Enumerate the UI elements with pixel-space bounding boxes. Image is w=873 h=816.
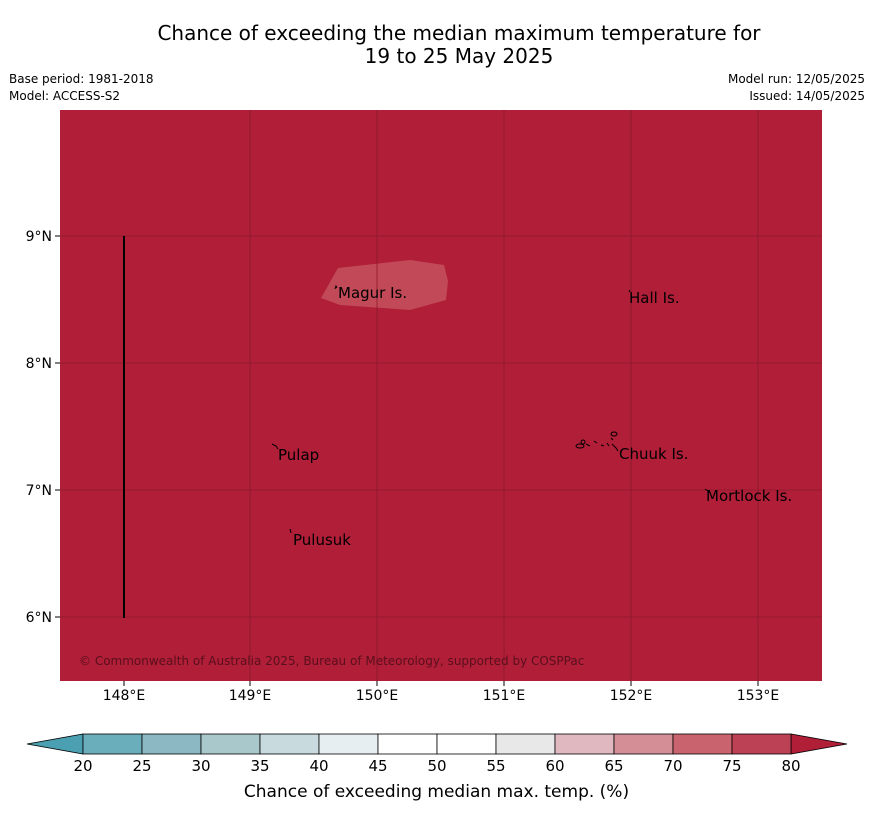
chuuk-lagoon-icon <box>575 431 619 452</box>
lon-label-153: 153°E <box>737 688 780 704</box>
colorbar-tick-label: 30 <box>191 757 210 775</box>
colorbar-segment <box>554 733 615 755</box>
colorbar-tick-label: 55 <box>486 757 505 775</box>
meta-right: Model run: 12/05/2025 Issued: 14/05/2025 <box>728 71 865 105</box>
colorbar-segment <box>731 733 792 755</box>
place-label-magur: Magur Is. <box>338 284 407 302</box>
map-background <box>60 110 822 681</box>
island-outlines <box>271 284 710 534</box>
colorbar-segment <box>82 733 143 755</box>
colorbar-segment <box>495 733 556 755</box>
meta-left: Base period: 1981-2018 Model: ACCESS-S2 <box>9 71 154 105</box>
copyright-text: © Commonwealth of Australia 2025, Bureau… <box>79 654 584 668</box>
place-label-hall: Hall Is. <box>629 289 680 307</box>
magur-island-icon <box>334 284 338 290</box>
place-label-pulap: Pulap <box>278 446 319 464</box>
colorbar-segment <box>377 733 438 755</box>
base-period-text: Base period: 1981-2018 <box>9 72 154 86</box>
colorbar-low-extension <box>26 733 84 755</box>
lon-tick-labels: 148°E 149°E 150°E 151°E 152°E 153°E <box>103 688 780 704</box>
colorbar-tick-label: 25 <box>132 757 151 775</box>
colorbar-segment <box>613 733 674 755</box>
pulusuk-island-icon <box>289 528 292 534</box>
magur-warm-patch <box>321 260 448 310</box>
colorbar-tick-label: 75 <box>722 757 741 775</box>
colorbar-tick-label: 35 <box>250 757 269 775</box>
lat-label-9: 9°N <box>26 229 52 245</box>
lat-tick-labels: 9°N 8°N 7°N 6°N <box>26 229 52 626</box>
colorbar-tick-label: 40 <box>309 757 328 775</box>
colorbar-segment <box>436 733 497 755</box>
colorbar-tick-label: 50 <box>427 757 446 775</box>
title-line-1: Chance of exceeding the median maximum t… <box>157 21 761 45</box>
colorbar-segment <box>318 733 379 755</box>
colorbar-segment <box>141 733 202 755</box>
chart-title: Chance of exceeding the median maximum t… <box>0 22 873 68</box>
place-labels: Magur Is. Hall Is. Pulap Chuuk Is. Mortl… <box>278 284 792 549</box>
lon-label-151: 151°E <box>483 688 526 704</box>
colorbar-tick-label: 70 <box>663 757 682 775</box>
colorbar-high-extension <box>790 733 848 755</box>
colorbar-tick-label: 80 <box>781 757 800 775</box>
place-label-chuuk: Chuuk Is. <box>619 445 688 463</box>
place-label-mortlock: Mortlock Is. <box>706 487 792 505</box>
colorbar: 20 25 30 35 40 45 50 55 60 65 70 75 80 <box>26 733 848 775</box>
lat-axis <box>55 235 60 618</box>
lon-label-150: 150°E <box>356 688 399 704</box>
lat-label-7: 7°N <box>26 483 52 499</box>
issued-text: Issued: 14/05/2025 <box>749 89 865 103</box>
colorbar-segment <box>672 733 733 755</box>
lat-label-6: 6°N <box>26 610 52 626</box>
hall-island-icon <box>628 289 631 293</box>
colorbar-tick-label: 65 <box>604 757 623 775</box>
colorbar-tick-label: 60 <box>545 757 564 775</box>
place-label-pulusuk: Pulusuk <box>293 531 351 549</box>
colorbar-tick-label: 45 <box>368 757 387 775</box>
lon-axis <box>123 681 759 686</box>
lon-label-148: 148°E <box>103 688 146 704</box>
mortlock-island-icon <box>704 488 710 494</box>
lon-label-149: 149°E <box>229 688 272 704</box>
colorbar-segment <box>259 733 320 755</box>
lon-label-152: 152°E <box>610 688 653 704</box>
model-run-text: Model run: 12/05/2025 <box>727 72 865 86</box>
colorbar-tick-label: 20 <box>73 757 92 775</box>
model-text: Model: ACCESS-S2 <box>9 89 121 103</box>
colorbar-label: Chance of exceeding median max. temp. (%… <box>243 782 630 802</box>
title-line-2: 19 to 25 May 2025 <box>364 44 554 68</box>
grid-lines <box>60 110 822 681</box>
colorbar-segment <box>200 733 261 755</box>
pulap-island-icon <box>271 443 279 450</box>
lat-label-8: 8°N <box>26 356 52 372</box>
